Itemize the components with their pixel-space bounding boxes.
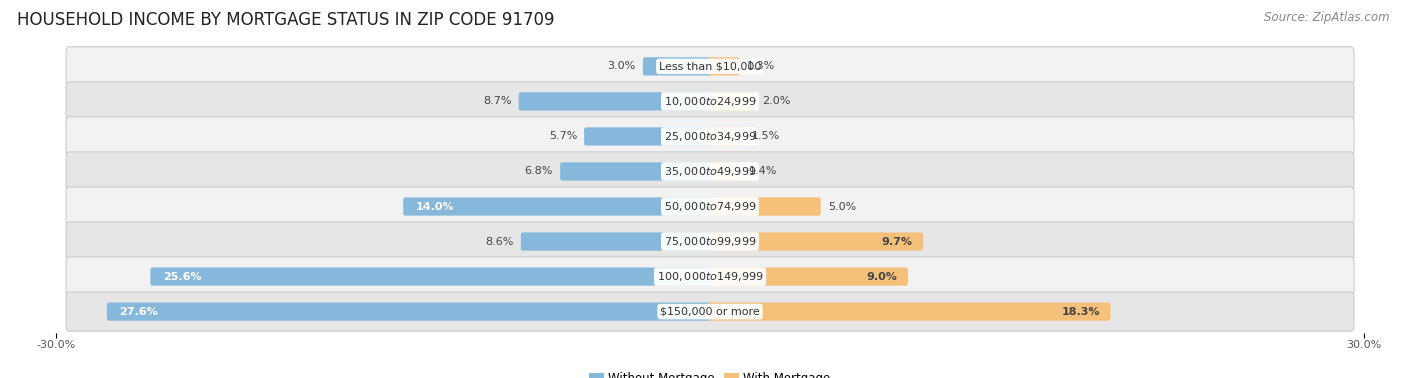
FancyBboxPatch shape [150,268,711,286]
FancyBboxPatch shape [107,302,711,321]
Text: $10,000 to $24,999: $10,000 to $24,999 [664,95,756,108]
Text: 9.0%: 9.0% [866,271,897,282]
FancyBboxPatch shape [520,232,711,251]
Text: 1.3%: 1.3% [747,61,775,71]
Text: 2.0%: 2.0% [762,96,790,107]
Text: HOUSEHOLD INCOME BY MORTGAGE STATUS IN ZIP CODE 91709: HOUSEHOLD INCOME BY MORTGAGE STATUS IN Z… [17,11,554,29]
Text: 5.7%: 5.7% [548,132,576,141]
FancyBboxPatch shape [709,163,742,181]
FancyBboxPatch shape [709,302,1111,321]
Text: 6.8%: 6.8% [524,166,553,177]
Text: 8.7%: 8.7% [484,96,512,107]
Text: 18.3%: 18.3% [1062,307,1099,317]
Text: $25,000 to $34,999: $25,000 to $34,999 [664,130,756,143]
Text: 9.7%: 9.7% [882,237,912,246]
FancyBboxPatch shape [66,152,1354,191]
FancyBboxPatch shape [709,57,740,76]
FancyBboxPatch shape [66,117,1354,156]
FancyBboxPatch shape [66,187,1354,226]
Text: $35,000 to $49,999: $35,000 to $49,999 [664,165,756,178]
FancyBboxPatch shape [404,197,711,215]
FancyBboxPatch shape [709,232,924,251]
FancyBboxPatch shape [66,257,1354,296]
Text: Less than $10,000: Less than $10,000 [659,61,761,71]
FancyBboxPatch shape [583,127,711,146]
FancyBboxPatch shape [709,127,744,146]
Text: Source: ZipAtlas.com: Source: ZipAtlas.com [1264,11,1389,24]
FancyBboxPatch shape [66,292,1354,331]
FancyBboxPatch shape [66,222,1354,261]
Text: $150,000 or more: $150,000 or more [661,307,759,317]
Text: 5.0%: 5.0% [828,201,856,212]
FancyBboxPatch shape [709,268,908,286]
FancyBboxPatch shape [66,82,1354,121]
Text: 8.6%: 8.6% [485,237,515,246]
Text: $75,000 to $99,999: $75,000 to $99,999 [664,235,756,248]
Text: $100,000 to $149,999: $100,000 to $149,999 [657,270,763,283]
FancyBboxPatch shape [66,47,1354,86]
FancyBboxPatch shape [709,197,821,215]
FancyBboxPatch shape [560,163,711,181]
FancyBboxPatch shape [519,92,711,110]
Text: 25.6%: 25.6% [163,271,201,282]
Text: 1.5%: 1.5% [751,132,780,141]
Text: 1.4%: 1.4% [749,166,778,177]
Legend: Without Mortgage, With Mortgage: Without Mortgage, With Mortgage [585,367,835,378]
Text: 14.0%: 14.0% [416,201,454,212]
Text: 3.0%: 3.0% [607,61,636,71]
Text: 27.6%: 27.6% [120,307,159,317]
FancyBboxPatch shape [709,92,755,110]
FancyBboxPatch shape [643,57,711,76]
Text: $50,000 to $74,999: $50,000 to $74,999 [664,200,756,213]
